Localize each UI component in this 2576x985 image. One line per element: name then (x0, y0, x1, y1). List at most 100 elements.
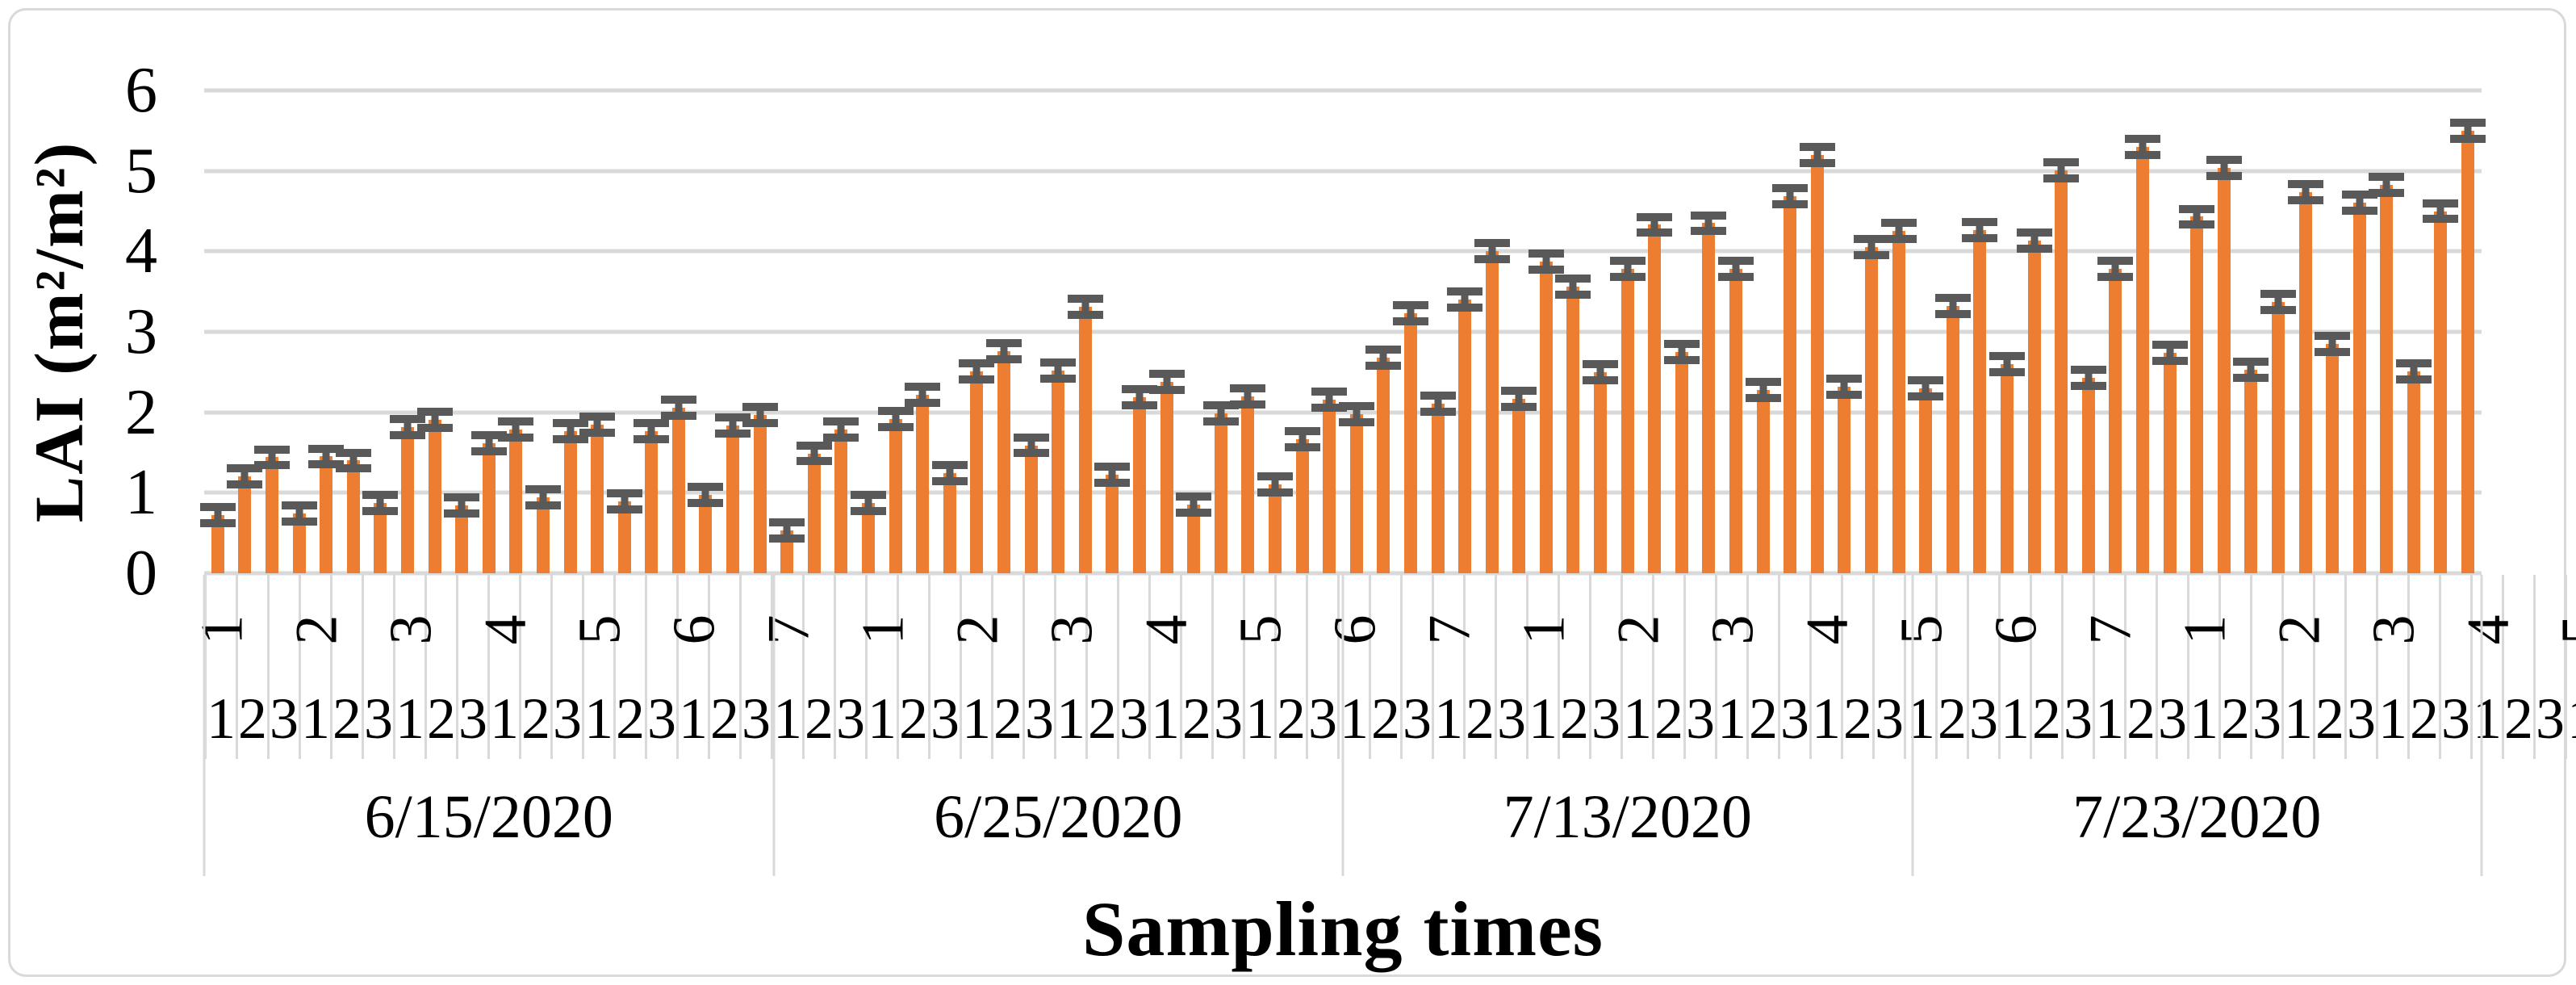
error-bar-stem (892, 406, 900, 431)
bar-label-cell: 1 (1717, 575, 1749, 759)
error-bar-stem (837, 417, 845, 442)
bar-slot (2097, 90, 2134, 573)
error-bar-cap-bot (1826, 390, 1863, 399)
error-bar (1988, 351, 2025, 376)
error-bar-cap-top (2070, 365, 2106, 374)
error-bar-stem (810, 441, 818, 466)
error-bar-stem (1650, 212, 1658, 237)
bar (509, 429, 523, 573)
bar-slot (1447, 90, 1483, 573)
bar (320, 456, 333, 573)
error-bar-cap-top (715, 413, 751, 421)
bar (2081, 377, 2095, 573)
error-bar (2395, 358, 2432, 384)
bar-label-cell: 3 (2536, 575, 2567, 759)
error-bar-cap-bot (2287, 195, 2323, 204)
bar-label: 3 (2536, 686, 2565, 751)
bar-label-cell: 3 (1875, 575, 1906, 759)
bar (1512, 398, 1526, 573)
bar-label: 3 (1119, 686, 1148, 751)
error-bar-cap-top (389, 414, 425, 423)
bar-slot (1230, 90, 1266, 573)
bar-slot (2206, 90, 2242, 573)
bar-label-cell: 3 (836, 575, 868, 759)
bar-slot (877, 90, 914, 573)
bar (1377, 357, 1390, 573)
bar-label: 1 (2189, 686, 2218, 751)
error-bar-cap-top (769, 518, 805, 527)
bar-label: 1 (2378, 686, 2407, 751)
error-bar (552, 418, 588, 443)
bar-label: 2 (1277, 686, 1306, 751)
error-bar (2450, 118, 2486, 143)
bar-slot (1826, 90, 1863, 573)
error-bar-stem (1027, 433, 1035, 458)
error-bar-stem (1135, 384, 1144, 409)
error-bar (579, 412, 616, 437)
bar (699, 495, 713, 573)
error-bar-cap-top (1691, 211, 1727, 220)
bar (1729, 269, 1743, 573)
bar (617, 501, 631, 573)
bar-label: 3 (742, 686, 771, 751)
bar (726, 425, 740, 573)
bar-label-cell: 3 (2347, 575, 2378, 759)
error-bar-stem (1081, 295, 1089, 320)
bar-label: 3 (2441, 686, 2470, 751)
bar-slot (1365, 90, 1402, 573)
bar-slot (1420, 90, 1456, 573)
error-bar-cap-top (1094, 463, 1131, 472)
bar-label: 3 (2347, 686, 2376, 751)
error-bar-cap-top (1718, 257, 1754, 266)
error-bar-cap-bot (796, 457, 832, 466)
error-bar-stem (1325, 387, 1333, 412)
bar-slot (2124, 90, 2160, 573)
error-bar-stem (1379, 345, 1387, 370)
bar (1810, 154, 1824, 573)
bar-label: 1 (868, 686, 897, 751)
error-bar-cap-bot (1121, 400, 1157, 409)
error-bar (2369, 172, 2405, 197)
bar-slot (389, 90, 425, 573)
bar-label-cell: 1 (2001, 575, 2032, 759)
gridline (204, 571, 2482, 576)
bar-label-cell: 1 (2284, 575, 2315, 759)
y-tick-label: 4 (125, 216, 157, 287)
bar (563, 430, 577, 573)
bar-slot (959, 90, 995, 573)
bar-slot (2070, 90, 2106, 573)
bar-label-cell: 1 (207, 575, 238, 759)
error-bar-cap-top (931, 461, 968, 470)
error-bar-cap-bot (1311, 403, 1348, 412)
error-bar-cap-top (362, 491, 399, 500)
bar (265, 457, 278, 573)
bar (428, 419, 441, 573)
bars-row (199, 90, 2486, 573)
error-bar-cap-bot (1420, 407, 1456, 416)
error-bar-cap-bot (1988, 367, 2025, 376)
bar-label-cell: 2 (2221, 575, 2252, 759)
error-bar-stem (2193, 204, 2201, 229)
bar (997, 350, 1011, 573)
error-bar-cap-bot (2206, 171, 2242, 180)
error-bar (1854, 235, 1890, 260)
error-bar-stem (2166, 340, 2174, 365)
bar-label-cell: 2 (332, 575, 364, 759)
error-bar-cap-bot (552, 434, 588, 443)
bar-label-cell: 1 (1434, 575, 1466, 759)
bar-label-cell: 1 (490, 575, 521, 759)
bar (1132, 396, 1146, 573)
bar-slot (1799, 90, 1835, 573)
error-bar-stem (1840, 374, 1848, 399)
group-divider (2480, 575, 2483, 876)
bar (1268, 484, 1282, 573)
error-bar (2097, 257, 2134, 282)
bar-label: 2 (993, 686, 1022, 751)
error-bar-cap-bot (1392, 317, 1428, 326)
error-bar-cap-bot (2369, 188, 2405, 197)
